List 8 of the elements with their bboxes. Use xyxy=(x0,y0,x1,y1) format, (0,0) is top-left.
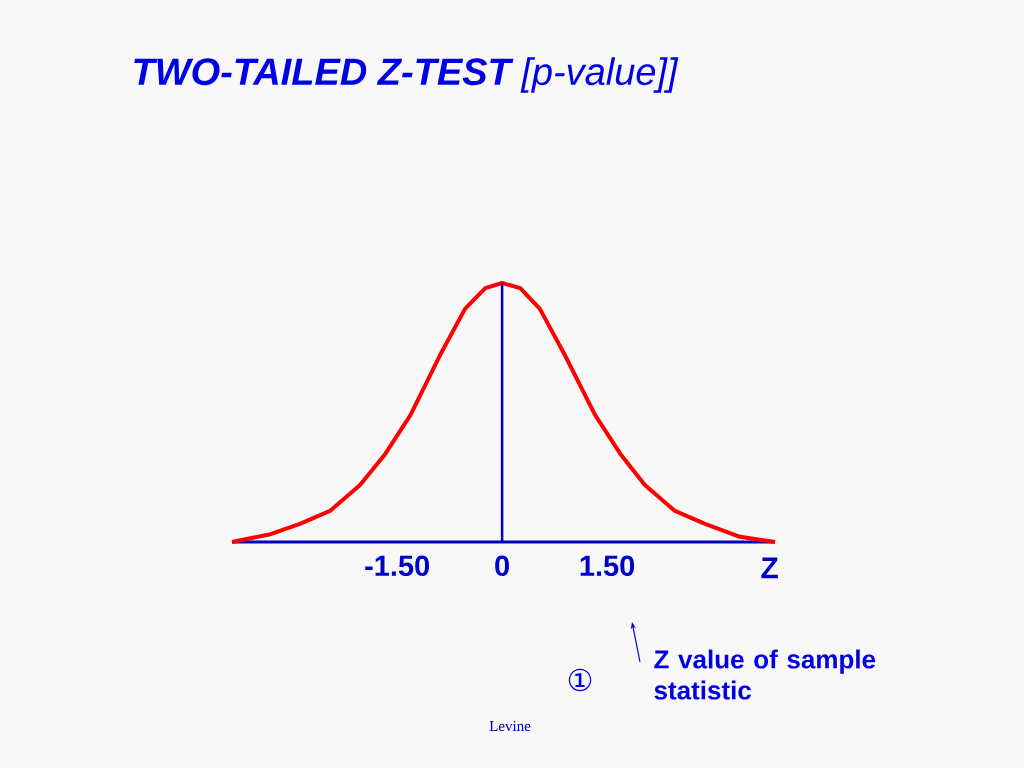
x-tick-label: -1.50 xyxy=(365,555,429,577)
text: Z value of sample statistic xyxy=(654,649,876,700)
text: Levine xyxy=(489,720,531,732)
x-tick-label: 1.50 xyxy=(580,555,635,577)
x-tick-label: 0 xyxy=(495,555,509,577)
chart-title: TWO-TAILED Z-TEST [p-value]] xyxy=(134,57,679,93)
x-axis-title: Z xyxy=(761,557,778,579)
text: ① xyxy=(568,668,592,692)
